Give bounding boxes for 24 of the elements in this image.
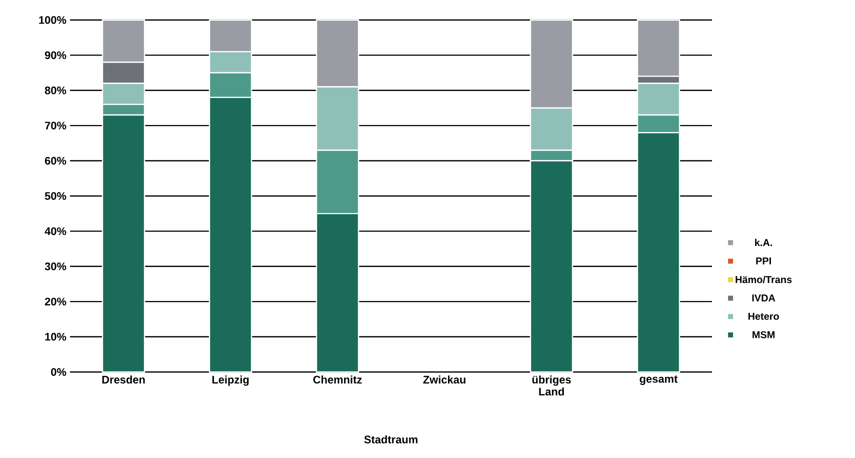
y-tick-label: 0% [51,368,66,376]
x-axis-title: Stadtraum [364,435,418,444]
y-tick-label: 100% [39,16,66,24]
y-tick-label: 60% [44,156,66,165]
y-tick-label: 30% [44,262,66,270]
x-tick-label: gesamt [640,376,678,385]
y-tick-label: 70% [45,122,66,130]
x-tick-label: Dresden [102,376,145,384]
x-tick-label: Chemnitz [313,376,362,384]
y-tick-label: 80% [44,86,66,94]
y-tick-label: 20% [44,298,66,306]
x-tick-label: Zwickau [423,376,466,384]
legend-label: Hämo/Trans [736,276,792,284]
y-tick-label: 50% [44,192,66,200]
legend-label: PPI [756,257,771,264]
y-tick-label: 10% [45,332,66,341]
legend-label: k.A. [755,238,772,246]
y-tick-label: 40% [44,227,66,236]
y-tick-label: 90% [44,51,66,60]
legend-label: MSM [752,331,775,338]
legend-label: Hetero [748,312,779,320]
legend-label: IVDA [752,294,776,302]
x-tick-label: übriges Land [532,376,571,396]
x-tick-label: Leipzig [212,376,249,386]
